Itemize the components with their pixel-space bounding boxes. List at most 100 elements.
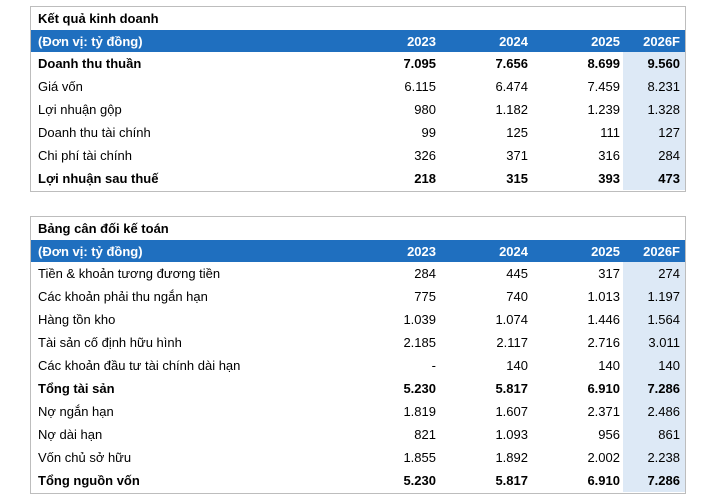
table-row: Doanh thu thuần 7.095 7.656 8.699 9.560 xyxy=(31,52,685,75)
row-label: Lợi nhuận sau thuế xyxy=(38,171,159,186)
value-2026f: 2.486 xyxy=(623,400,685,423)
value-2025: 1.446 xyxy=(587,312,620,327)
value-2024: 5.817 xyxy=(495,473,528,488)
income-title: Kết quả kinh doanh xyxy=(38,11,159,26)
value-2026f: 274 xyxy=(623,262,685,285)
value-2024: 5.817 xyxy=(495,381,528,396)
row-label: Tổng nguồn vốn xyxy=(38,473,140,488)
table-row: Vốn chủ sở hữu 1.855 1.892 2.002 2.238 xyxy=(31,446,685,469)
value-2024: 6.474 xyxy=(495,79,528,94)
table-row: Các khoản phải thu ngắn hạn 775 740 1.013 1.… xyxy=(31,285,685,308)
value-2024: 315 xyxy=(506,171,528,186)
value-2024: 2.117 xyxy=(496,335,528,350)
value-2024: 7.656 xyxy=(495,56,528,71)
value-2026f: 140 xyxy=(623,354,685,377)
row-label: Các khoản phải thu ngắn hạn xyxy=(38,289,208,304)
value-2026f: 1.564 xyxy=(623,308,685,331)
table-row: Lợi nhuận gộp 980 1.182 1.239 1.328 xyxy=(31,98,685,121)
row-label: Nợ dài hạn xyxy=(38,427,103,442)
value-2023: 5.230 xyxy=(403,473,436,488)
value-2023: 326 xyxy=(414,148,436,163)
table-row: Nợ dài hạn 821 1.093 956 861 xyxy=(31,423,685,446)
value-2025: 2.371 xyxy=(587,404,620,419)
value-2026f: 473 xyxy=(623,167,685,190)
value-2023: 284 xyxy=(414,266,436,281)
table-row: Các khoản đầu tư tài chính dài hạn -140 14… xyxy=(31,354,685,377)
year-2023-header: 2023 xyxy=(407,33,436,49)
balance-title: Bảng cân đối kế toán xyxy=(38,221,169,236)
table-row: Chi phí tài chính 326 371 316 284 xyxy=(31,144,685,167)
value-2026f: 7.286 xyxy=(623,469,685,492)
income-body: Doanh thu thuần 7.095 7.656 8.699 9.560 Giá v… xyxy=(31,52,685,190)
unit-label: (Đơn vị: tỷ đồng) xyxy=(38,33,143,49)
table-row: Tổng tài sản 5.230 5.817 6.910 7.286 xyxy=(31,377,685,400)
table-row: Tiền & khoản tương đương tiền 284 445 317 27… xyxy=(31,262,685,285)
income-header-row: (Đơn vị: tỷ đồng) 2023 2024 2025 2026F xyxy=(31,30,685,52)
unit-label: (Đơn vị: tỷ đồng) xyxy=(38,243,143,259)
year-2026f-header: 2026F xyxy=(643,243,680,259)
row-label: Giá vốn xyxy=(38,79,83,94)
value-2023: 1.039 xyxy=(403,312,436,327)
value-2025: 2.002 xyxy=(587,450,620,465)
value-2024: 1.182 xyxy=(495,102,528,117)
value-2025: 6.910 xyxy=(587,473,620,488)
row-label: Chi phí tài chính xyxy=(38,148,132,163)
row-label: Tiền & khoản tương đương tiền xyxy=(38,266,221,281)
value-2026f: 284 xyxy=(623,144,685,167)
row-label: Các khoản đầu tư tài chính dài hạn xyxy=(38,358,241,373)
value-2025: 316 xyxy=(598,148,620,163)
value-2023: - xyxy=(431,358,436,373)
value-2026f: 2.238 xyxy=(623,446,685,469)
value-2023: 775 xyxy=(414,289,436,304)
value-2025: 1.013 xyxy=(587,289,620,304)
table-row: Lợi nhuận sau thuế 218 315 393 473 xyxy=(31,167,685,190)
row-label: Vốn chủ sở hữu xyxy=(38,450,132,465)
row-label: Tài sản cố định hữu hình xyxy=(38,335,182,350)
value-2025: 111 xyxy=(600,125,620,140)
value-2023: 980 xyxy=(414,102,436,117)
balance-header-row: (Đơn vị: tỷ đồng) 2023 2024 2025 2026F xyxy=(31,240,685,262)
row-label: Doanh thu tài chính xyxy=(38,125,151,140)
value-2025: 8.699 xyxy=(587,56,620,71)
value-2023: 1.855 xyxy=(403,450,436,465)
value-2025: 393 xyxy=(598,171,620,186)
year-2026f-header: 2026F xyxy=(643,33,680,49)
value-2024: 740 xyxy=(506,289,528,304)
value-2026f: 127 xyxy=(623,121,685,144)
value-2024: 1.607 xyxy=(495,404,528,419)
value-2026f: 9.560 xyxy=(623,52,685,75)
value-2024: 1.093 xyxy=(495,427,528,442)
row-label: Lợi nhuận gộp xyxy=(38,102,122,117)
value-2023: 218 xyxy=(414,171,436,186)
value-2024: 125 xyxy=(506,125,528,140)
value-2023: 6.115 xyxy=(404,79,436,94)
table-row: Hàng tồn kho 1.039 1.074 1.446 1.564 xyxy=(31,308,685,331)
value-2026f: 861 xyxy=(623,423,685,446)
value-2025: 6.910 xyxy=(587,381,620,396)
balance-sheet-table: Bảng cân đối kế toán (Đơn vị: tỷ đồng) 2… xyxy=(30,216,686,494)
year-2024-header: 2024 xyxy=(499,33,528,49)
value-2025: 2.716 xyxy=(587,335,620,350)
value-2023: 1.819 xyxy=(403,404,436,419)
value-2023: 821 xyxy=(414,427,436,442)
income-statement-table: Kết quả kinh doanh (Đơn vị: tỷ đồng) 202… xyxy=(30,6,686,192)
value-2023: 5.230 xyxy=(403,381,436,396)
table-row: Doanh thu tài chính 99 125 111 127 xyxy=(31,121,685,144)
table-row: Tài sản cố định hữu hình 2.185 2.117 2.716 3… xyxy=(31,331,685,354)
row-label: Tổng tài sản xyxy=(38,381,115,396)
table-row: Nợ ngắn hạn 1.819 1.607 2.371 2.486 xyxy=(31,400,685,423)
value-2023: 2.185 xyxy=(403,335,436,350)
year-2023-header: 2023 xyxy=(407,243,436,259)
row-label: Doanh thu thuần xyxy=(38,56,142,71)
value-2025: 7.459 xyxy=(587,79,620,94)
year-2025-header: 2025 xyxy=(591,33,620,49)
table-row: Giá vốn 6.115 6.474 7.459 8.231 xyxy=(31,75,685,98)
value-2024: 1.892 xyxy=(495,450,528,465)
value-2025: 1.239 xyxy=(587,102,620,117)
value-2026f: 1.197 xyxy=(623,285,685,308)
year-2025-header: 2025 xyxy=(591,243,620,259)
row-label: Hàng tồn kho xyxy=(38,312,116,327)
value-2025: 956 xyxy=(598,427,620,442)
value-2026f: 3.011 xyxy=(623,331,685,354)
value-2026f: 1.328 xyxy=(623,98,685,121)
